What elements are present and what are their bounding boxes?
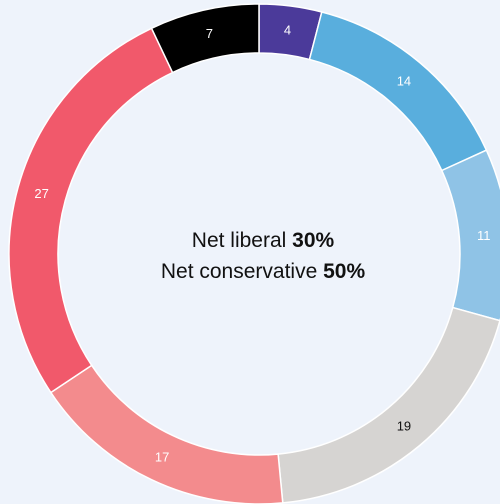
- net-conservative-label: Net conservative: [161, 260, 323, 283]
- net-liberal-label: Net liberal: [192, 229, 292, 252]
- donut-segment-5: [49, 364, 284, 504]
- net-liberal-annotation: Net liberal 30%: [192, 229, 335, 252]
- donut-segment-6: [8, 27, 174, 394]
- net-conservative-annotation: Net conservative 50%: [161, 260, 366, 283]
- segment-value-label-2: 14: [397, 73, 411, 88]
- segment-value-label-1: 4: [284, 22, 291, 37]
- segment-value-label-5: 17: [155, 450, 169, 465]
- segment-value-label-3: 11: [477, 228, 491, 243]
- segment-value-label-6: 27: [34, 186, 48, 201]
- donut-segment-7: [150, 3, 260, 74]
- donut-segments: [8, 3, 500, 504]
- net-liberal-value: 30%: [292, 229, 334, 252]
- donut-segment-4: [277, 306, 500, 504]
- segment-value-label-7: 7: [206, 26, 213, 41]
- segment-labels: 4 14 11 19 17 27 7: [34, 22, 490, 464]
- net-conservative-value: 50%: [323, 260, 365, 283]
- donut-segment-2: [308, 11, 488, 172]
- donut-segment-3: [440, 149, 500, 322]
- segment-value-label-4: 19: [397, 419, 411, 434]
